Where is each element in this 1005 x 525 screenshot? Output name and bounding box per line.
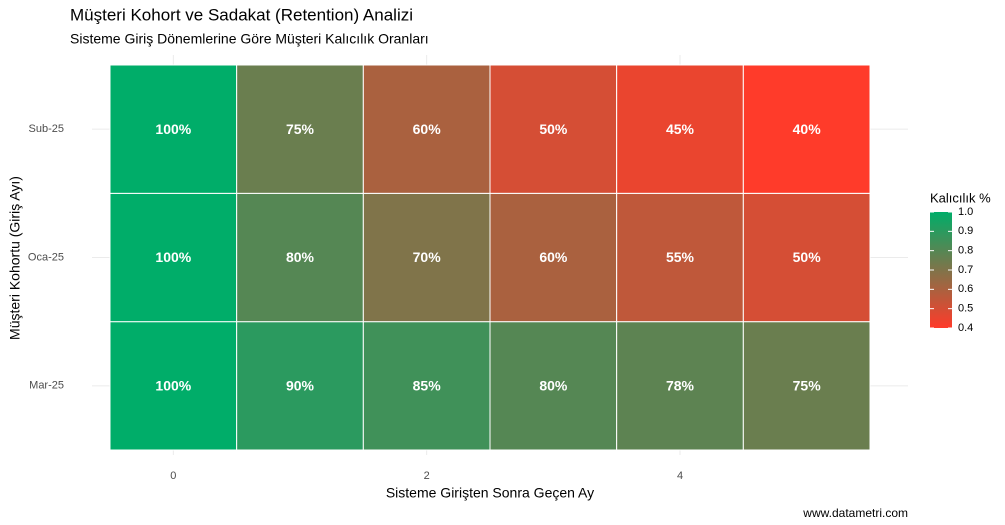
chart-subtitle: Sisteme Giriş Dönemlerine Göre Müşteri K… (70, 31, 429, 47)
cell-label: 45% (666, 121, 695, 137)
y-tick-label: Oca-25 (28, 251, 64, 263)
heat-cell (109, 64, 238, 194)
colorbar-label: 0.5 (958, 303, 973, 315)
colorbar (930, 212, 952, 328)
heat-cell (742, 321, 871, 451)
cell-label: 60% (413, 121, 442, 137)
x-tick-label: 2 (424, 470, 430, 482)
y-axis-label: Müşteri Kohortu (Giriş Ayı) (7, 176, 23, 340)
legend-title: Kalıcılık % (930, 190, 991, 205)
cell-label: 80% (539, 378, 568, 394)
y-tick-label: Mar-25 (29, 380, 64, 392)
cell-label: 80% (286, 249, 315, 265)
x-tick-label: 0 (170, 470, 176, 482)
cell-label: 90% (286, 378, 315, 394)
heat-cell (236, 64, 364, 194)
x-tick-label: 4 (677, 470, 683, 482)
cell-label: 75% (286, 121, 315, 137)
heat-cell (109, 192, 238, 323)
cell-label: 40% (793, 121, 822, 137)
cell-label: 100% (155, 378, 191, 394)
heat-cell (236, 321, 364, 451)
cell-label: 75% (793, 378, 822, 394)
colorbar-label: 0.7 (958, 264, 973, 276)
colorbar-label: 0.6 (958, 283, 973, 295)
cell-label: 55% (666, 249, 695, 265)
cell-label: 85% (413, 378, 442, 394)
colorbar-label: 0.4 (958, 322, 973, 334)
cell-label: 50% (793, 249, 822, 265)
heat-cell (489, 64, 618, 194)
heat-cell (362, 64, 491, 194)
colorbar-label: 0.8 (958, 245, 973, 257)
cell-label: 70% (413, 249, 442, 265)
cell-label: 100% (155, 121, 191, 137)
x-axis-label: Sisteme Girişten Sonra Geçen Ay (386, 485, 594, 501)
heat-cell (616, 192, 744, 323)
heat-cell (236, 192, 364, 323)
heat-cell (362, 192, 491, 323)
heat-cell (742, 192, 871, 323)
y-tick-label: Sub-25 (29, 123, 64, 135)
cell-label: 60% (539, 249, 568, 265)
heat-cell (362, 321, 491, 451)
cell-label: 50% (539, 121, 568, 137)
cell-label: 78% (666, 378, 695, 394)
heat-cell (616, 64, 744, 194)
heat-cell (742, 64, 871, 194)
colorbar-label: 0.9 (958, 225, 973, 237)
cell-label: 100% (155, 249, 191, 265)
caption: www.datametri.com (802, 506, 908, 520)
colorbar-label: 1.0 (958, 206, 973, 218)
chart-title: Müşteri Kohort ve Sadakat (Retention) An… (70, 5, 413, 24)
